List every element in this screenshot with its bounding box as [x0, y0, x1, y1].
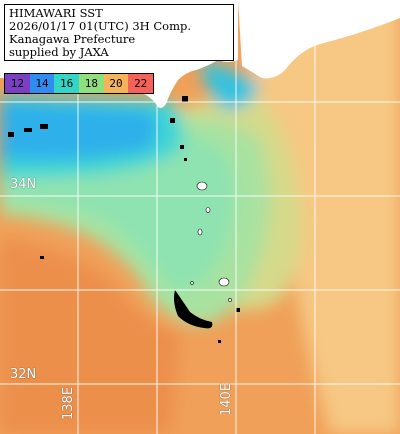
colorbar-label: 12: [10, 77, 24, 90]
sea-deep-orange-sw: [0, 240, 180, 434]
island-miyake: [218, 277, 230, 287]
island-oshima: [196, 181, 208, 191]
nodata-patch: [8, 132, 14, 137]
nodata-patch: [170, 118, 175, 123]
title-line: supplied by JAXA: [9, 45, 109, 59]
colorbar-label: 14: [35, 77, 49, 90]
colorbar-segment: 18: [79, 74, 104, 93]
sea-peach-east: [250, 0, 400, 434]
nodata-patch: [182, 96, 188, 102]
colorbar-segment: 16: [54, 74, 80, 93]
title-line: HIMAWARI SST: [9, 6, 103, 20]
title-line: Kanagawa Prefecture: [9, 32, 136, 46]
nodata-patch: [174, 290, 213, 329]
colorbar-segment: 22: [128, 74, 154, 93]
title-line: 2026/01/17 01(UTC) 3H Comp.: [9, 19, 192, 33]
sea-blue-north: [0, 100, 158, 160]
colorbar-label: 16: [60, 77, 74, 90]
island-mikura: [228, 298, 232, 302]
colorbar-label: 20: [109, 77, 123, 90]
nodata-patch: [184, 158, 187, 161]
lon-label-138e: 138E: [61, 386, 76, 420]
colorbar-label: 18: [84, 77, 98, 90]
nodata-patch: [40, 124, 48, 129]
nodata-patch: [180, 145, 184, 149]
nodata-patch: [40, 256, 44, 259]
map-title-box: HIMAWARI SST 2026/01/17 01(UTC) 3H Comp.…: [4, 4, 234, 61]
land-boso: [238, 0, 400, 79]
island-small: [190, 281, 194, 285]
lat-label-32n: 32N: [10, 367, 37, 382]
island-niijima: [197, 228, 203, 236]
lat-label-34n: 34N: [10, 177, 37, 192]
temperature-colorbar: 12 14 16 18 20 22: [4, 73, 154, 94]
colorbar-segment: 20: [103, 74, 129, 93]
colorbar-label: 22: [134, 77, 148, 90]
nodata-patch: [218, 340, 221, 343]
colorbar-segment: 12: [5, 74, 30, 93]
sea-blue-bay: [200, 60, 260, 110]
lon-label-140e: 140E: [219, 382, 234, 416]
nodata-patch: [236, 308, 240, 312]
nodata-patch: [24, 128, 32, 132]
colorbar-segment: 14: [29, 74, 55, 93]
island-toshima: [205, 207, 211, 213]
